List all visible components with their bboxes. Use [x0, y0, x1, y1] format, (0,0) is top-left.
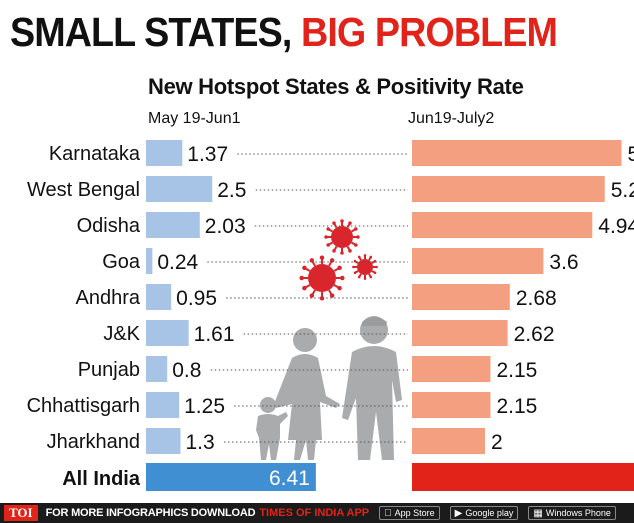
bar-right: [412, 320, 508, 346]
category-label: Chhattisgarh: [27, 395, 140, 417]
bar-right-value: 2.15: [496, 395, 537, 418]
bar-left-value: 0.95: [176, 287, 217, 310]
bar-right-value: 3.6: [549, 251, 578, 274]
bar-left-value: 0.8: [172, 359, 201, 382]
bar-left-value: 2.03: [205, 215, 246, 238]
category-label: Jharkhand: [47, 431, 140, 453]
bar-left: [146, 356, 168, 382]
apple-icon: : [384, 508, 392, 519]
bar-left: [146, 284, 172, 310]
bars-group: Karnataka 1.37 5.74 West Bengal 2.5 5.28 Odish…: [27, 140, 634, 491]
google-play-badge[interactable]: ▶ Google play: [449, 506, 519, 520]
footer-banner: TOI FOR MORE INFOGRAPHICS DOWNLOAD TIMES…: [0, 503, 634, 523]
bar-right-value: 4.94: [598, 215, 634, 238]
app-store-badge[interactable]: App Store: [379, 506, 440, 520]
bar-right: [412, 392, 491, 418]
category-label: Goa: [102, 251, 141, 273]
bar-left: [146, 140, 183, 166]
footer-app-name[interactable]: TIMES OF INDIA APP: [259, 507, 370, 519]
bar-left-value: 1.61: [194, 323, 235, 346]
bar-left-value: 2.5: [217, 179, 246, 202]
period-label-left: May 19-Jun1: [148, 110, 241, 127]
virus-particle: [299, 255, 345, 301]
bar-left: [146, 212, 200, 238]
bar-right-value: 2: [491, 431, 503, 454]
bar-right-value: 2.68: [516, 287, 557, 310]
bar-left-value: 1.3: [185, 431, 214, 454]
bar-right: [412, 212, 593, 238]
category-label: Andhra: [76, 287, 141, 309]
bar-left-value: 1.25: [184, 395, 225, 418]
category-label: Karnataka: [49, 143, 141, 165]
category-label: Odisha: [77, 215, 141, 237]
virus-particle: [352, 254, 378, 280]
bar-right: [412, 248, 544, 274]
virus-illustration: [299, 219, 378, 301]
headline-part1: SMALL STATES,: [10, 9, 292, 55]
windows-phone-badge[interactable]: ▦ Windows Phone: [528, 506, 616, 520]
bar-right-value: 2.62: [514, 323, 555, 346]
category-label: West Bengal: [27, 179, 140, 201]
play-icon: ▶: [455, 508, 463, 519]
category-label: Punjab: [78, 359, 140, 381]
bar-right: [412, 428, 485, 454]
bar-left: [146, 320, 189, 346]
bar-right-value: 2.15: [496, 359, 537, 382]
bar-left-value: 1.37: [187, 143, 228, 166]
toi-logo: TOI: [4, 505, 38, 521]
bar-right: [412, 176, 605, 202]
chart-title: New Hotspot States & Positivity Rate: [148, 74, 524, 99]
headline-part2: BIG PROBLEM: [301, 9, 558, 55]
total-bar-right: [412, 463, 634, 491]
virus-particle: [324, 219, 360, 255]
total-left-value: 6.41: [269, 467, 310, 490]
bar-left: [146, 428, 181, 454]
bar-left: [146, 392, 180, 418]
headline: SMALL STATES, BIG PROBLEM: [10, 6, 558, 58]
footer-promo-text: FOR MORE INFOGRAPHICS DOWNLOAD: [45, 507, 256, 519]
bar-left-value: 0.24: [157, 251, 198, 274]
total-label: All India: [62, 468, 141, 490]
bar-right: [412, 356, 491, 382]
bar-right-value: 5.74: [628, 143, 634, 166]
bar-right: [412, 140, 622, 166]
family-silhouette-illustration: [256, 316, 402, 460]
windows-icon: ▦: [525, 507, 542, 519]
total-bar-left: [146, 463, 316, 491]
category-label: J&K: [103, 323, 140, 345]
bar-left: [146, 176, 213, 202]
bar-left: [146, 248, 153, 274]
bar-right: [412, 284, 510, 310]
period-label-right: Jun19-July2: [408, 110, 495, 127]
bar-right-value: 5.28: [611, 179, 634, 202]
